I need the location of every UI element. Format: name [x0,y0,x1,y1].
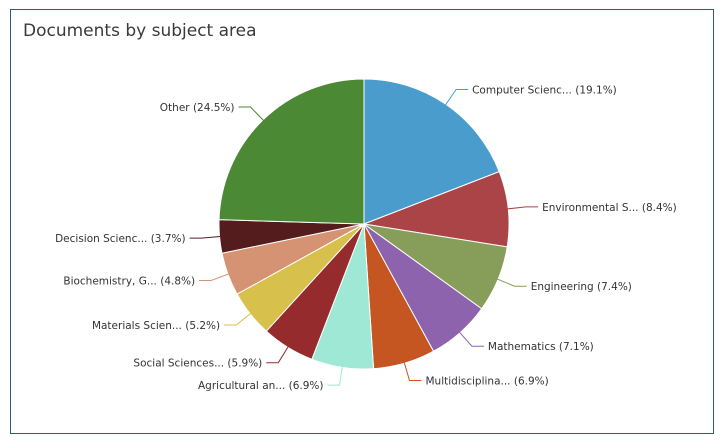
leader-line-other [238,106,265,122]
slice-label-materials-science: Materials Scien... (5.2%) [92,320,220,332]
leader-line-agricultural-and-biological-sciences [327,365,343,386]
slice-label-engineering: Engineering (7.4%) [531,281,632,293]
leader-line-materials-science [224,312,253,326]
leader-line-biochemistry-genetics [199,273,231,281]
slice-label-social-sciences: Social Sciences... (5.9%) [133,358,262,370]
slice-label-agricultural-and-biological-sciences: Agricultural an... (6.9%) [198,380,324,392]
slice-label-other: Other (24.5%) [160,102,235,114]
leader-line-decision-sciences [189,235,222,239]
leader-line-social-sciences [266,345,290,364]
leader-line-multidisciplinary [403,361,422,381]
chart-title: Documents by subject area [23,21,257,41]
pie-slice-other[interactable] [218,78,365,225]
slice-label-decision-sciences: Decision Scienc... (3.7%) [55,233,186,245]
slice-label-biochemistry-genetics: Biochemistry, G... (4.8%) [63,276,195,288]
leader-line-computer-science [444,89,469,107]
leader-line-engineering [496,278,527,287]
slice-label-mathematics: Mathematics (7.1%) [488,341,594,353]
leader-line-environmental-science [506,206,539,210]
slice-label-environmental-science: Environmental S... (8.4%) [542,202,677,214]
slice-label-multidisciplinary: Multidisciplina... (6.9%) [426,376,549,388]
leader-line-mathematics [458,330,484,347]
slice-label-computer-science: Computer Scienc... (19.1%) [472,85,617,97]
